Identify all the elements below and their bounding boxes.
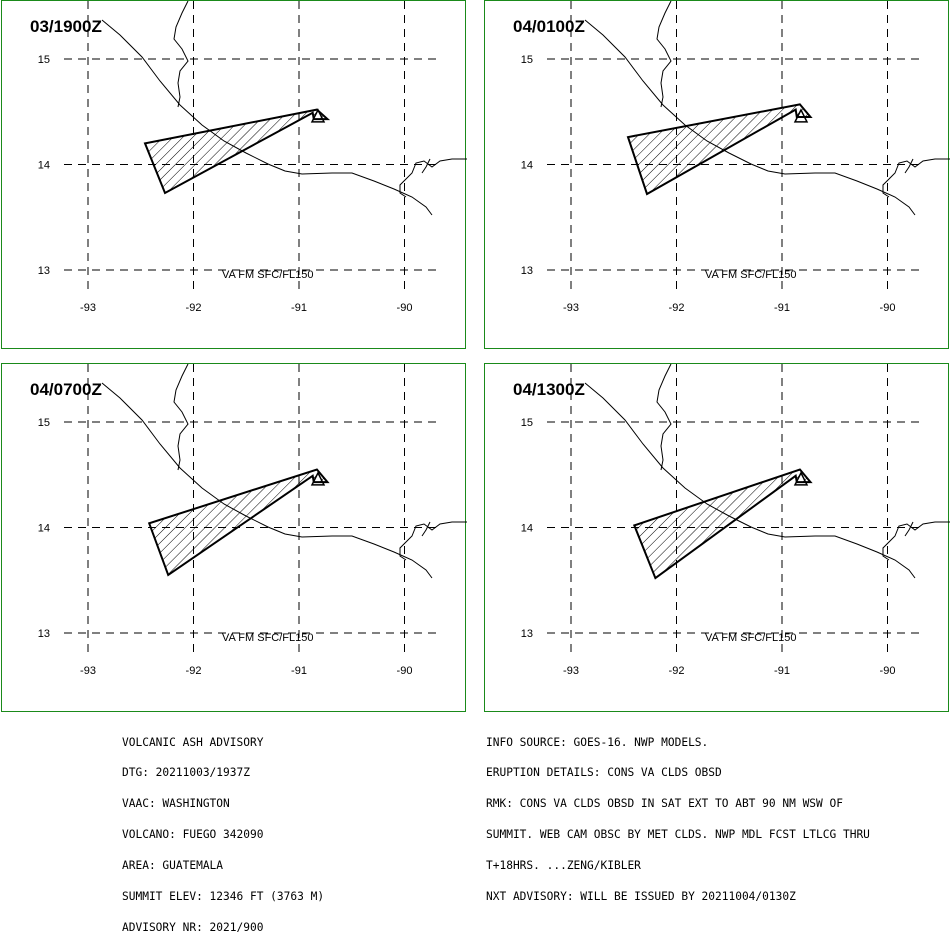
coastline <box>656 1 672 108</box>
coastline <box>173 364 189 471</box>
lon-tick-label: -92 <box>186 665 202 677</box>
volcano-icon <box>310 108 326 123</box>
coastline <box>904 158 914 174</box>
map-svg-3: -93 -92 -91 -90 15 14 13 <box>38 364 467 677</box>
ash-cloud-polygon <box>147 468 330 577</box>
map-svg-4: -93 -92 -91 -90 15 14 13 <box>521 364 950 677</box>
advisory-left-block: VOLCANIC ASH ADVISORY DTG: 20211003/1937… <box>122 717 324 944</box>
lon-tick-label: -93 <box>563 302 579 314</box>
lat-tick-label: 14 <box>38 160 50 172</box>
advisory-line: VAAC: WASHINGTON <box>122 797 230 811</box>
volcano-icon <box>310 471 326 486</box>
coastline <box>904 521 914 537</box>
lat-tick-label: 15 <box>521 417 533 429</box>
map-panel-3: -93 -92 -91 -90 15 14 13 04/0700Z VA FM SFC/FL… <box>1 363 467 712</box>
flight-level-label: VA FM SFC/FL150 <box>222 269 314 281</box>
volcano-icon <box>793 471 809 486</box>
volcano-icon <box>793 108 809 123</box>
lat-tick-label: 15 <box>38 54 50 66</box>
advisory-line: NXT ADVISORY: WILL BE ISSUED BY 20211004… <box>486 890 796 904</box>
lat-tick-label: 13 <box>521 628 533 640</box>
coastline <box>101 19 433 216</box>
advisory-line: DTG: 20211003/1937Z <box>122 766 250 780</box>
lon-tick-label: -93 <box>563 665 579 677</box>
flight-level-label: VA FM SFC/FL150 <box>705 632 797 644</box>
coastline <box>101 382 433 579</box>
lon-tick-label: -91 <box>774 665 790 677</box>
lon-tick-label: -90 <box>880 665 896 677</box>
panel-title: 04/0100Z <box>513 17 585 36</box>
coastline <box>656 364 672 471</box>
advisory-line: T+18HRS. ...ZENG/KIBLER <box>486 859 641 873</box>
lon-tick-label: -93 <box>80 665 96 677</box>
panel-title: 04/0700Z <box>30 380 102 399</box>
coastline <box>882 521 950 561</box>
advisory-line: ERUPTION DETAILS: CONS VA CLDS OBSD <box>486 766 722 780</box>
panel-title: 03/1900Z <box>30 17 102 36</box>
lon-tick-label: -90 <box>397 302 413 314</box>
ash-cloud-polygon <box>626 103 813 196</box>
advisory-line: ADVISORY NR: 2021/900 <box>122 920 264 934</box>
ash-cloud-polygon <box>143 108 331 195</box>
map-panel-4: -93 -92 -91 -90 15 14 13 04/1300Z VA FM SFC/FL… <box>484 363 950 712</box>
advisory-line: SUMMIT ELEV: 12346 FT (3763 M) <box>122 890 325 904</box>
coastline <box>421 521 431 537</box>
lon-tick-label: -91 <box>291 665 307 677</box>
lat-tick-label: 15 <box>521 54 533 66</box>
lon-tick-label: -93 <box>80 302 96 314</box>
map-panel-2: -93 -92 -91 -90 15 14 13 04/0100Z VA FM SFC/FL… <box>484 0 950 349</box>
coastline <box>173 1 189 108</box>
coastline <box>882 158 950 198</box>
advisory-line: SUMMIT. WEB CAM OBSC BY MET CLDS. NWP MD… <box>486 828 870 842</box>
coastline <box>421 158 431 174</box>
map-svg-2: -93 -92 -91 -90 15 14 13 <box>521 1 950 314</box>
advisory-line: VOLCANO: FUEGO 342090 <box>122 828 264 842</box>
lat-tick-label: 14 <box>521 160 533 172</box>
lon-tick-label: -91 <box>774 302 790 314</box>
lon-tick-label: -91 <box>291 302 307 314</box>
lon-tick-label: -90 <box>397 665 413 677</box>
advisory-line: INFO SOURCE: GOES-16. NWP MODELS. <box>486 735 709 749</box>
ash-cloud-polygon <box>632 468 813 580</box>
lon-tick-label: -90 <box>880 302 896 314</box>
flight-level-label: VA FM SFC/FL150 <box>222 632 314 644</box>
map-panel-1: -93 -92 -91 -90 15 14 13 03/1900Z VA FM SFC/FL… <box>1 0 467 349</box>
advisory-line: VOLCANIC ASH ADVISORY <box>122 735 264 749</box>
panel-title: 04/1300Z <box>513 380 585 399</box>
lat-tick-label: 13 <box>38 265 50 277</box>
coastline <box>584 382 916 579</box>
lat-tick-label: 14 <box>521 523 533 535</box>
map-svg-1: -93 -92 -91 -90 15 14 13 <box>38 1 467 314</box>
coastline <box>584 19 916 216</box>
flight-level-label: VA FM SFC/FL150 <box>705 269 797 281</box>
lon-tick-label: -92 <box>669 665 685 677</box>
lat-tick-label: 13 <box>521 265 533 277</box>
coastline <box>399 521 467 561</box>
advisory-right-block: INFO SOURCE: GOES-16. NWP MODELS. ERUPTI… <box>486 717 870 913</box>
coastline <box>399 158 467 198</box>
lat-tick-label: 13 <box>38 628 50 640</box>
lat-tick-label: 15 <box>38 417 50 429</box>
advisory-line: RMK: CONS VA CLDS OBSD IN SAT EXT TO ABT… <box>486 797 843 811</box>
lon-tick-label: -92 <box>669 302 685 314</box>
lon-tick-label: -92 <box>186 302 202 314</box>
lat-tick-label: 14 <box>38 523 50 535</box>
advisory-line: AREA: GUATEMALA <box>122 859 224 873</box>
